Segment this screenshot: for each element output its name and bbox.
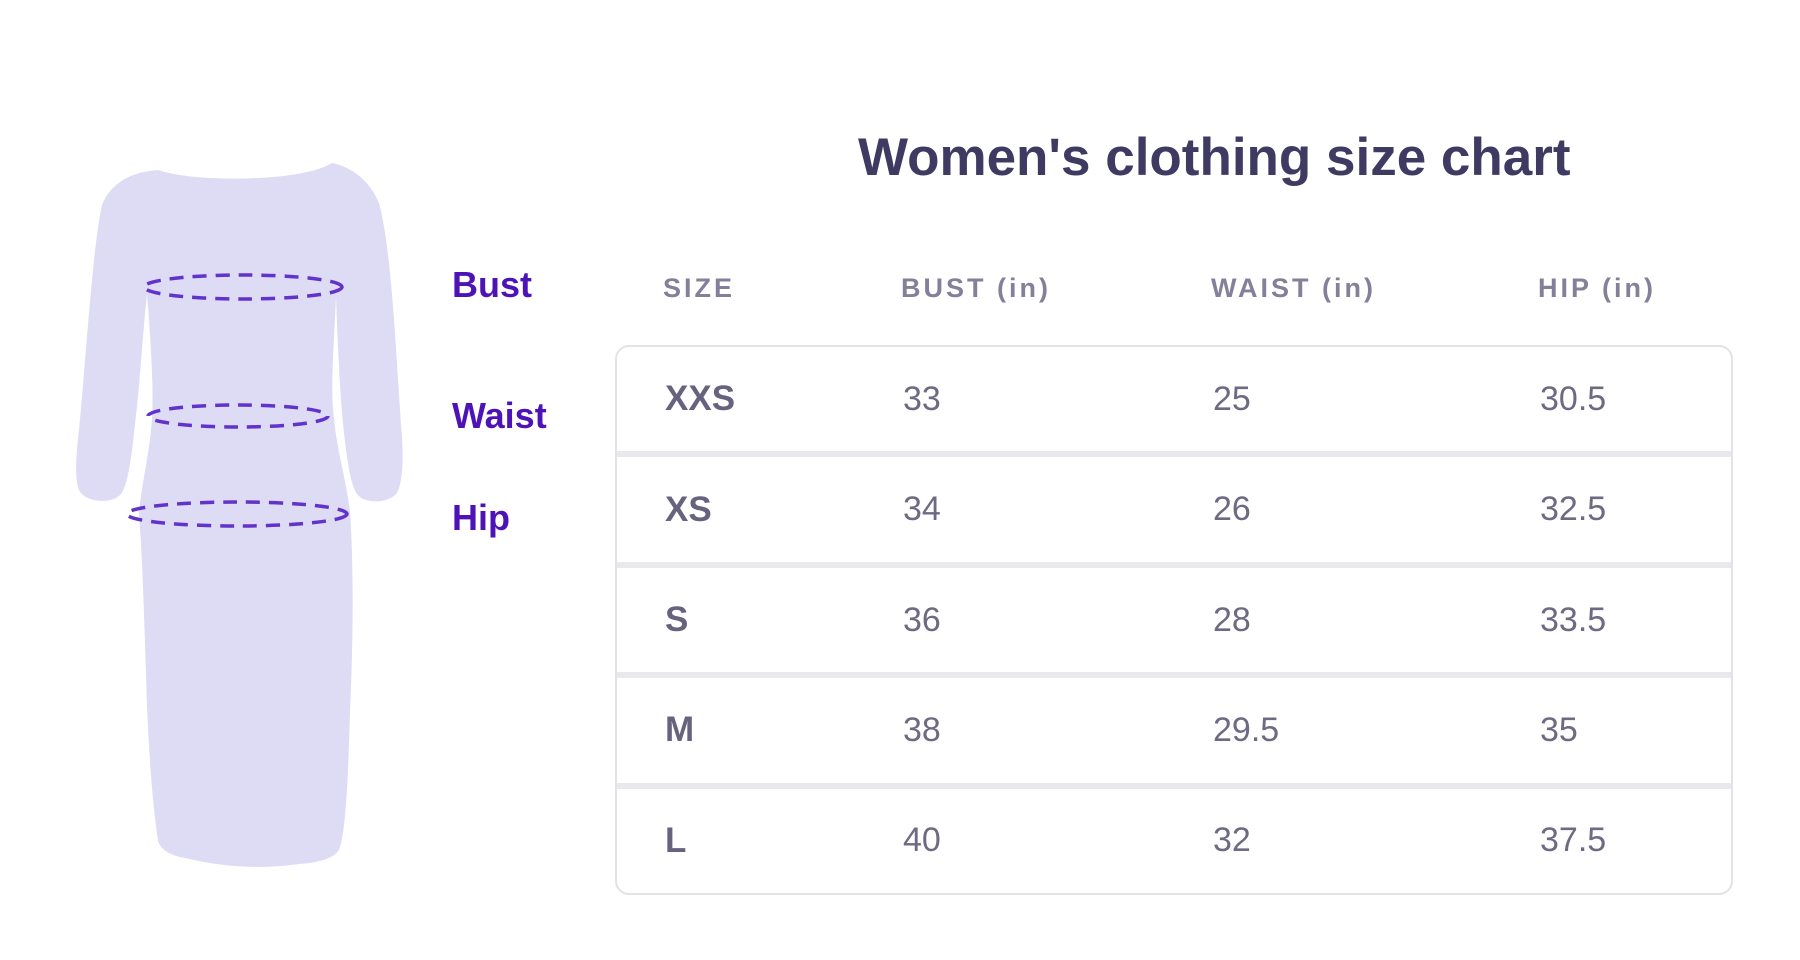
table-header: SIZE BUST (in) WAIST (in) HIP (in): [615, 262, 1733, 314]
table-row: XXS 33 25 30.5: [617, 347, 1731, 452]
size-cell: XXS: [665, 379, 736, 419]
value-cell: 29.5: [1213, 710, 1280, 749]
header-cell-bust-in: BUST (in): [901, 272, 1051, 303]
bust-measure-ellipse: [142, 273, 344, 301]
value-cell: 26: [1213, 490, 1251, 529]
table-row: L 40 32 37.5: [617, 788, 1731, 893]
value-cell: 34: [903, 490, 941, 529]
value-cell: 35: [1540, 710, 1578, 749]
dress-silhouette: [76, 163, 403, 867]
table-row: M 38 29.5 35: [617, 678, 1731, 783]
value-cell: 32: [1213, 821, 1251, 860]
header-cell-hip-in: HIP (in): [1538, 272, 1656, 303]
size-cell: L: [665, 820, 687, 860]
table-row: S 36 28 33.5: [617, 567, 1731, 673]
waist-measure-ellipse: [146, 403, 330, 429]
size-cell: M: [665, 710, 695, 750]
size-cell: XS: [665, 489, 712, 529]
value-cell: 33.5: [1540, 600, 1607, 639]
header-cell-waist-in: WAIST (in): [1211, 272, 1376, 303]
value-cell: 40: [903, 821, 941, 860]
bust-label: Bust: [452, 264, 532, 305]
value-cell: 30.5: [1540, 379, 1607, 418]
value-cell: 33: [903, 379, 941, 418]
value-cell: 25: [1213, 379, 1251, 418]
hip-label: Hip: [452, 497, 510, 538]
size-table: XXS 33 25 30.5 XS 34 26 32.5 S 36 28 33.5 M 38 29.5 35 L…: [615, 345, 1733, 895]
header-cell-size: SIZE: [663, 272, 736, 303]
page-title: Women's clothing size chart: [858, 128, 1571, 187]
value-cell: 38: [903, 710, 941, 749]
waist-label: Waist: [452, 395, 547, 436]
value-cell: 37.5: [1540, 821, 1607, 860]
value-cell: 28: [1213, 600, 1251, 639]
size-cell: S: [665, 600, 689, 640]
value-cell: 36: [903, 600, 941, 639]
hip-measure-ellipse: [125, 500, 349, 528]
table-row: XS 34 26 32.5: [617, 457, 1731, 562]
value-cell: 32.5: [1540, 490, 1607, 529]
